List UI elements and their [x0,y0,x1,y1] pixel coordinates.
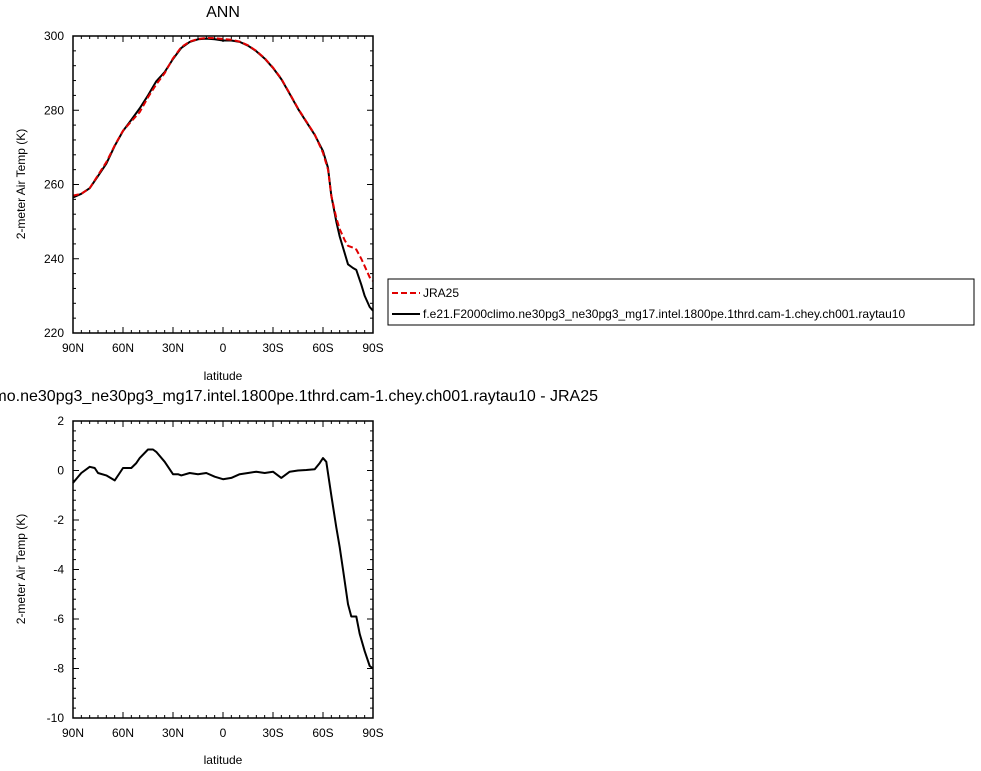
y-tick-label: -6 [53,612,64,626]
x-tick-label: 30S [262,726,283,740]
difference-panel: f.e21.F2000climo.ne30pg3_ne30pg3_mg17.in… [0,388,598,767]
y-tick-label: -10 [47,711,65,725]
y-tick-label: 0 [57,464,64,478]
panel-title: f.e21.F2000climo.ne30pg3_ne30pg3_mg17.in… [0,388,598,405]
x-tick-label: 60N [112,341,134,355]
y-tick-label: 240 [44,252,64,266]
series-line [72,36,374,282]
y-tick-label: 2 [57,414,64,428]
plot-frame [72,35,374,334]
x-tick-label: 60N [112,726,134,740]
plot-frame [72,420,374,719]
x-axis-label: latitude [204,369,243,383]
y-tick-label: 260 [44,178,64,192]
x-tick-label: 30N [162,341,184,355]
legend-box [387,278,975,326]
legend-label-jra25: JRA25 [423,286,459,300]
y-tick-label: 280 [44,103,64,117]
x-axis-label: latitude [204,753,243,767]
y-tick-label: 220 [44,326,64,340]
axis-ticks: 90N 60N 30N 0 30S 60S 90S 220 240 260 280 300 [44,29,384,355]
y-tick-label: -2 [53,513,64,527]
y-axis-label: 2-meter Air Temp (K) [14,514,28,624]
x-tick-label: 90S [362,341,383,355]
series-line [72,37,374,312]
y-tick-label: -8 [53,662,64,676]
x-tick-label: 90S [362,726,383,740]
y-axis-label: 2-meter Air Temp (K) [14,129,28,239]
axis-ticks: 90N 60N 30N 0 30S 60S 90S -10 -8 -6 -4 -2 0 2 [47,414,384,740]
y-tick-label: 300 [44,29,64,43]
x-tick-label: 90N [62,726,84,740]
legend-label-model: f.e21.F2000climo.ne30pg3_ne30pg3_mg17.in… [423,307,905,321]
x-tick-label: 0 [220,341,227,355]
x-tick-label: 0 [220,726,227,740]
x-tick-label: 30N [162,726,184,740]
x-tick-label: 60S [312,726,333,740]
series-lines [72,448,374,670]
panel-title: ANN [206,4,240,21]
x-tick-label: 30S [262,341,283,355]
legend: JRA25 f.e21.F2000climo.ne30pg3_ne30pg3_m… [387,278,975,326]
y-tick-label: -4 [53,563,64,577]
x-tick-label: 60S [312,341,333,355]
series-lines [72,36,374,312]
series-line [72,448,374,670]
climatology-panel: ANN 2-meter Air Temp (K) latitude 90N 60N… [14,4,384,383]
x-tick-label: 90N [62,341,84,355]
